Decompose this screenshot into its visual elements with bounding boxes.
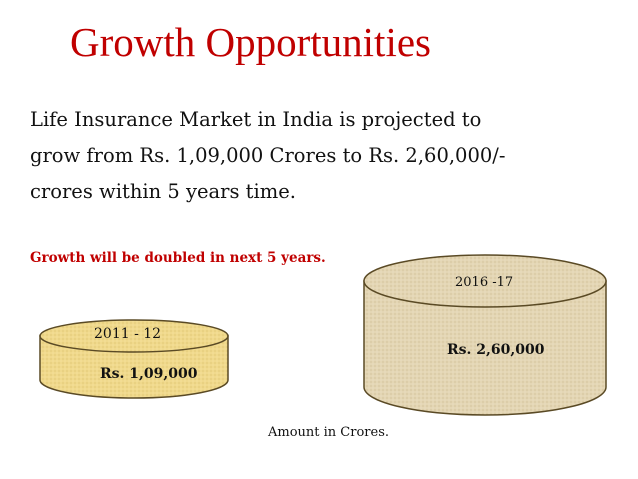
- body-line-3: crores within 5 years time.: [30, 180, 296, 203]
- cylinder-amount-label: Rs. 1,09,000: [100, 366, 198, 382]
- cylinder-2016-17: 2016 -17 Rs. 2,60,000: [362, 253, 608, 419]
- cylinder-year-label: 2011 - 12: [94, 326, 162, 342]
- body-paragraph: Life Insurance Market in India is projec…: [30, 102, 630, 210]
- cylinder-shape-large: [363, 254, 607, 416]
- body-line-1: Life Insurance Market in India is projec…: [30, 108, 482, 131]
- body-line-2: grow from Rs. 1,09,000 Crores to Rs. 2,6…: [30, 144, 506, 167]
- growth-highlight: Growth will be doubled in next 5 years.: [30, 250, 326, 266]
- slide-title: Growth Opportunities: [70, 19, 431, 65]
- cylinder-amount-label: Rs. 2,60,000: [447, 342, 545, 358]
- cylinder-2011-12: 2011 - 12 Rs. 1,09,000: [38, 318, 230, 400]
- cylinder-year-label: 2016 -17: [455, 275, 514, 290]
- cylinder-shape-small: [39, 319, 229, 399]
- amount-footnote: Amount in Crores.: [268, 425, 390, 440]
